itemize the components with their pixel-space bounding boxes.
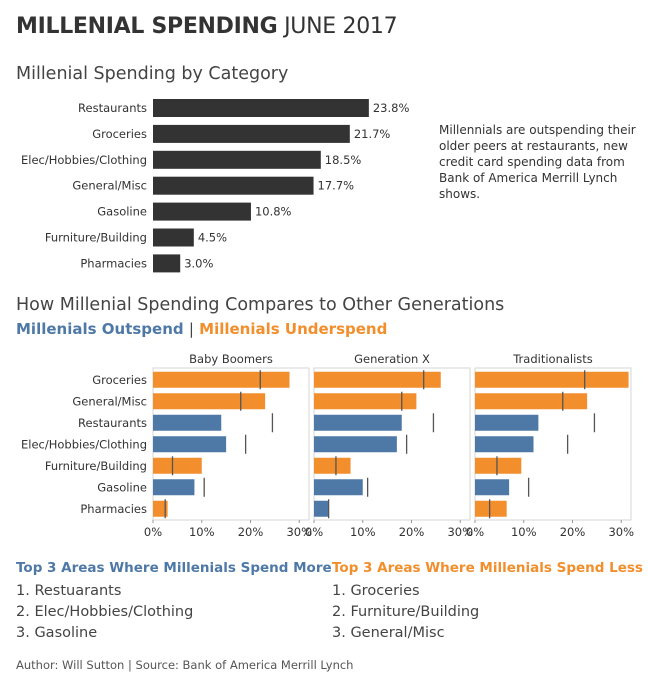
bar (314, 479, 363, 496)
panel-header: Traditionalists (512, 352, 593, 366)
bar (153, 99, 369, 117)
list-item: 3. Gasoline (16, 625, 98, 641)
bar (475, 457, 522, 474)
bar (475, 500, 507, 517)
chart2-title: How Millenial Spending Compares to Other… (16, 295, 505, 315)
bar (475, 436, 534, 453)
bar (475, 479, 510, 496)
bar (153, 457, 202, 474)
bar (475, 393, 588, 410)
category-label: Groceries (92, 127, 147, 141)
list-item: 2. Elec/Hobbies/Clothing (16, 604, 194, 620)
x-tick-label: 0% (466, 525, 484, 539)
bar (153, 176, 314, 195)
bar (153, 124, 350, 143)
category-label: Restaurants (78, 101, 147, 115)
data-label: 4.5% (198, 231, 227, 245)
page-title: MILLENIAL SPENDING JUNE 2017 (16, 14, 398, 39)
bar (153, 436, 227, 453)
data-label: 17.7% (318, 179, 355, 193)
category-label: Gasoline (97, 205, 147, 219)
bar (153, 254, 181, 273)
bar (153, 150, 321, 169)
x-tick-label: 0% (305, 525, 323, 539)
bar (153, 371, 290, 388)
x-tick-label: 20% (238, 525, 264, 539)
category-label: Furniture/Building (45, 459, 147, 473)
x-tick-label: 30% (608, 525, 634, 539)
bar (314, 393, 417, 410)
bar (153, 479, 195, 496)
category-label: General/Misc (72, 179, 147, 193)
category-label: Pharmacies (80, 502, 147, 516)
list-item: 1. Restuarants (16, 583, 122, 599)
color-legend: Millenials Outspend | Millenials Undersp… (16, 320, 387, 338)
x-tick-label: 30% (286, 525, 312, 539)
category-label: Elec/Hobbies/Clothing (21, 437, 147, 451)
bar (475, 414, 539, 431)
data-label: 21.7% (354, 127, 391, 141)
bar (153, 414, 222, 431)
bar (153, 500, 168, 517)
bar (314, 371, 441, 388)
bar (153, 393, 266, 410)
bar (153, 202, 251, 221)
x-tick-label: 20% (399, 525, 425, 539)
list-item: 2. Furniture/Building (332, 604, 480, 620)
top3-more-list: Top 3 Areas Where Millenials Spend More … (16, 560, 332, 644)
bar (153, 228, 194, 247)
x-tick-label: 20% (560, 525, 586, 539)
list-item: 3. General/Misc (332, 625, 445, 641)
bar (314, 436, 397, 453)
page-title-date: JUNE 2017 (284, 14, 398, 39)
category-label: Gasoline (97, 480, 147, 494)
bar (314, 500, 329, 517)
data-label: 10.8% (255, 205, 292, 219)
panel-header: Generation X (354, 352, 430, 366)
annotation-text: Millennials are outspending their older … (439, 123, 636, 201)
top3-more-heading: Top 3 Areas Where Millenials Spend More (16, 560, 332, 576)
legend-separator: | (188, 320, 194, 338)
top3-less-heading: Top 3 Areas Where Millenials Spend Less (332, 560, 643, 576)
x-tick-label: 0% (144, 525, 162, 539)
category-label: Pharmacies (80, 256, 147, 270)
chart1-title: Millenial Spending by Category (16, 64, 289, 84)
category-label: Elec/Hobbies/Clothing (21, 153, 147, 167)
top3-less-list: Top 3 Areas Where Millenials Spend Less … (332, 560, 643, 644)
x-tick-label: 10% (189, 525, 215, 539)
legend-outspend: Millenials Outspend (16, 320, 184, 338)
list-item: 1. Groceries (332, 583, 420, 599)
category-label: Restaurants (78, 416, 147, 430)
data-label: 3.0% (184, 256, 213, 270)
x-tick-label: 10% (350, 525, 376, 539)
legend-underspend: Millenials Underspend (199, 320, 388, 338)
category-label: General/Misc (72, 394, 147, 408)
x-tick-label: 10% (511, 525, 537, 539)
bar (314, 414, 402, 431)
category-label: Furniture/Building (45, 231, 147, 245)
panel-header: Baby Boomers (189, 352, 273, 366)
data-label: 23.8% (373, 101, 410, 115)
category-label: Groceries (92, 373, 147, 387)
source-credit: Author: Will Sutton | Source: Bank of Am… (16, 658, 354, 672)
bar (314, 457, 351, 474)
data-label: 18.5% (325, 153, 362, 167)
bar (475, 371, 629, 388)
x-tick-label: 30% (447, 525, 473, 539)
page-title-main: MILLENIAL SPENDING (16, 14, 278, 39)
